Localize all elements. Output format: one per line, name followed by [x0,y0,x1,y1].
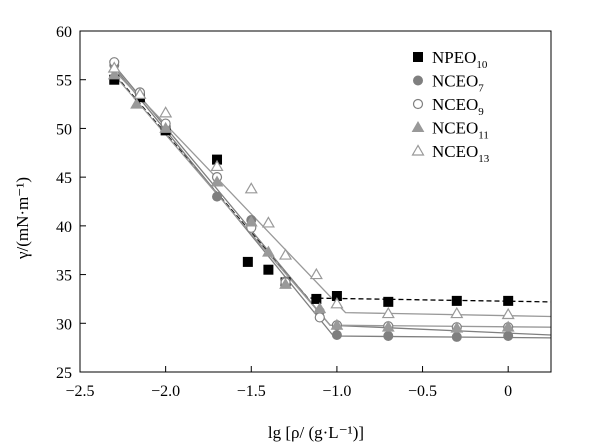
y-tick-label: 25 [56,365,72,382]
data-point [244,215,258,227]
data-point [159,121,173,133]
x-tick-label: −1.0 [322,383,351,400]
x-axis-label: lg [ρ/ (g·L⁻¹)] [268,423,364,442]
data-point [262,245,275,257]
series-4-points [107,68,515,333]
x-tick-label: 0 [504,383,512,400]
data-point [107,61,121,73]
legend-item: NCEO13 [411,142,490,165]
data-point [451,295,462,306]
fit-line-series-5 [110,66,552,318]
data-point [130,97,143,109]
data-point [133,87,147,99]
data-point [210,159,224,172]
legend-label: NCEO11 [432,119,489,142]
legend-label: NPEO10 [432,48,488,71]
data-point [212,191,223,202]
data-point [503,295,514,306]
y-tick-label: 45 [56,170,72,187]
data-point [159,106,173,118]
y-tick-label: 55 [56,73,72,90]
fit-lines [110,60,552,339]
data-point [242,256,253,267]
data-point [279,277,292,289]
y-axis: 25 30 35 40 45 50 55 60 [56,24,86,382]
x-tick-label: −2.0 [151,383,180,400]
legend-label: NCEO7 [432,72,484,95]
legend-item: NCEO9 [412,95,484,118]
legend-item: NCEO11 [411,119,489,142]
data-point [314,312,325,323]
legend-label: NCEO9 [432,95,484,118]
x-tick-label: −0.5 [408,383,437,400]
legend-item: NPEO10 [413,48,488,71]
data-point [278,248,293,260]
plot-frame [79,30,552,373]
y-tick-label: 50 [56,121,72,138]
data-point [381,306,395,319]
data-point [210,175,224,187]
fit-line-series-1 [110,69,552,303]
data-points [107,57,515,342]
data-point [330,297,344,309]
data-point [501,307,515,320]
data-point [381,320,395,332]
data-point [503,330,514,341]
legend-marker [412,98,424,110]
x-tick-label: −1.5 [237,383,266,400]
y-tick-label: 40 [56,219,72,236]
x-tick-label: −2.5 [65,383,94,400]
data-point [450,321,464,333]
data-point [330,318,344,330]
legend-marker [413,52,423,62]
series-5-points [107,61,515,320]
legend-item: NCEO7 [413,72,484,95]
data-point [309,267,323,280]
data-point [450,306,464,319]
y-tick-label: 35 [56,268,72,285]
legend-label: NCEO13 [432,142,490,165]
x-axis: −2.5 −2.0 −1.5 −1.0 −0.5 0 [65,366,512,400]
data-point [244,182,258,194]
data-point [331,329,342,340]
data-point [383,296,394,307]
fit-line-series-4 [110,70,552,328]
data-point [313,302,327,314]
data-point [107,68,121,80]
fit-line-series-3 [110,60,552,336]
y-tick-label: 30 [56,316,72,333]
legend-marker [413,75,423,86]
legend-marker [411,121,425,132]
data-point [383,330,394,341]
data-point [501,320,515,332]
data-point [261,216,275,228]
data-point [451,331,462,342]
data-point [311,293,322,304]
y-tick-label: 60 [56,24,72,41]
data-point [263,264,274,275]
y-axis-label: γ/(mN·m⁻¹) [13,177,32,260]
legend-marker [411,144,425,156]
